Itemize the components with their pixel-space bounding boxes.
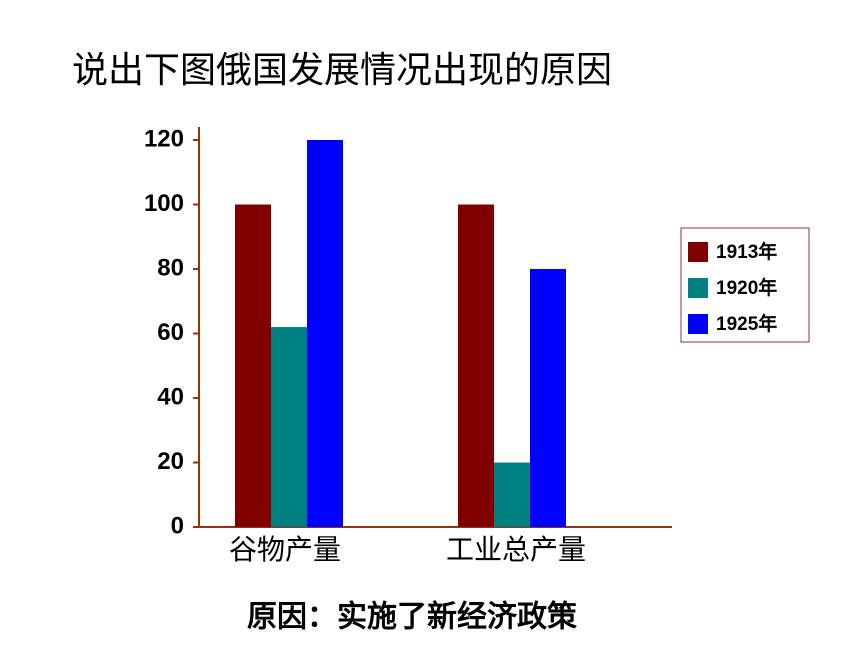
legend-swatch: [688, 242, 708, 262]
legend-label: 1925年: [716, 312, 777, 335]
y-tick-label: 20: [157, 448, 184, 475]
bar: [235, 204, 271, 527]
y-tick-label: 120: [144, 125, 184, 152]
y-tick-label: 0: [171, 512, 184, 539]
bar: [530, 269, 566, 527]
bar: [271, 327, 307, 527]
annotation: 原因：实施了新经济政策: [247, 600, 577, 635]
legend-swatch: [688, 278, 708, 298]
bar: [494, 462, 530, 527]
bar: [458, 204, 494, 527]
legend-label: 1920年: [716, 276, 777, 299]
legend-label: 1913年: [716, 240, 777, 263]
x-tick-label: 工业总产量: [446, 533, 586, 566]
y-tick-label: 40: [157, 383, 184, 410]
legend-swatch: [688, 314, 708, 334]
y-tick-label: 80: [157, 254, 184, 281]
y-tick-label: 100: [144, 190, 184, 217]
y-tick-label: 60: [157, 319, 184, 346]
x-tick-label: 谷物产量: [229, 533, 341, 566]
chart-title: 说出下图俄国发展情况出现的原因: [72, 50, 612, 91]
bar: [307, 140, 343, 527]
